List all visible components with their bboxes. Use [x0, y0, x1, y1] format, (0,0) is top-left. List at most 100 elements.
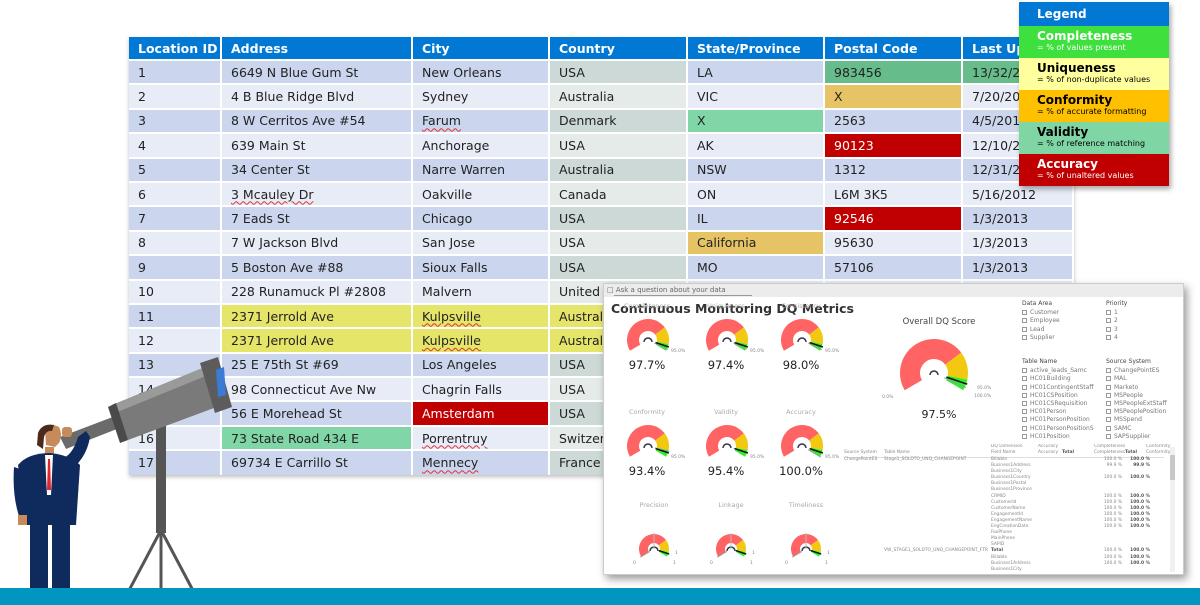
cell-city[interactable]: Chagrin Falls [412, 376, 550, 402]
gauge-completeness[interactable]: Completeness 95.0% 97.7% [612, 302, 685, 392]
cell-city[interactable]: Oakville [412, 180, 550, 207]
column-header-postal-code[interactable]: Postal Code [824, 37, 963, 60]
cell-postal[interactable]: 1312 [824, 156, 963, 182]
cell-city[interactable]: Malvern [412, 278, 550, 304]
cell-postal[interactable]: 90123 [824, 132, 963, 158]
cell-city[interactable]: Sioux Falls [412, 254, 550, 280]
cell-postal[interactable]: 92546 [824, 205, 963, 231]
cell-id[interactable]: 12 [129, 327, 222, 353]
checkbox-icon[interactable] [1022, 310, 1027, 316]
cell-state[interactable]: MO [687, 254, 825, 280]
cell-state[interactable]: IL [687, 205, 825, 231]
cell-postal[interactable]: 2563 [824, 107, 963, 134]
slicer-option[interactable]: MSPeopleExtStaff [1106, 400, 1167, 408]
cell-address[interactable]: 8 W Cerritos Ave #54 [221, 107, 413, 134]
checkbox-icon[interactable] [1106, 318, 1111, 324]
cell-city[interactable]: Chicago [412, 205, 550, 231]
checkbox-icon[interactable] [1022, 425, 1027, 431]
cell-id[interactable]: 9 [129, 254, 222, 280]
checkbox-icon[interactable] [1022, 368, 1027, 374]
cell-country[interactable]: USA [549, 205, 688, 231]
cell-address[interactable]: 69734 E Carrillo St [221, 449, 413, 475]
cell-state[interactable]: NSW [687, 156, 825, 182]
slicer-option[interactable]: HC01Building [1022, 375, 1094, 383]
cell-state[interactable]: AK [687, 132, 825, 158]
column-header-address[interactable]: Address [221, 37, 413, 60]
cell-postal[interactable]: X [824, 83, 963, 109]
cell-city[interactable]: Amsterdam [412, 400, 550, 426]
slicer-option[interactable]: HC01PersonPosition [1022, 416, 1094, 424]
table-row[interactable]: 3 8 W Cerritos Ave #54 Farum Denmark X 2563 4/… [129, 107, 1074, 134]
cell-address[interactable]: 6649 N Blue Gum St [221, 58, 413, 85]
slicer-option[interactable]: Employee [1022, 317, 1060, 325]
checkbox-icon[interactable] [1022, 376, 1027, 382]
cell-city[interactable]: Los Angeles [412, 351, 550, 378]
slicer-option[interactable]: ChangePointES [1106, 367, 1167, 375]
cell-address[interactable]: 25 E 75th St #69 [221, 351, 413, 378]
cell-address[interactable]: 73 State Road 434 E [221, 424, 413, 451]
cell-postal[interactable]: 95630 [824, 229, 963, 256]
column-header-city[interactable]: City [412, 37, 550, 60]
cell-city[interactable]: Porrentruy [412, 424, 550, 451]
slicer-option[interactable]: HC01ContingentStaff [1022, 384, 1094, 392]
cell-updated[interactable]: 1/3/2013 [962, 254, 1074, 280]
checkbox-icon[interactable] [1106, 425, 1111, 431]
cell-id[interactable]: 5 [129, 156, 222, 182]
slicer-option[interactable]: HC01CSPosition [1022, 392, 1094, 400]
cell-id[interactable]: 11 [129, 302, 222, 329]
cell-city[interactable]: Farum [412, 107, 550, 134]
cell-state[interactable]: ON [687, 180, 825, 207]
slicer-option[interactable]: MAL [1106, 375, 1167, 383]
cell-postal[interactable]: 983456 [824, 58, 963, 85]
overall-dq-gauge[interactable]: Overall DQ Score 0.0% 100.0% 95.0% 97.5% [874, 317, 1004, 427]
cell-state[interactable]: X [687, 107, 825, 134]
cell-id[interactable]: 8 [129, 229, 222, 256]
cell-id[interactable]: 7 [129, 205, 222, 231]
cell-city[interactable]: Mennecy [412, 449, 550, 475]
cell-address[interactable]: 56 E Morehead St [221, 400, 413, 426]
cell-country[interactable]: USA [549, 58, 688, 85]
table-row[interactable]: 4 639 Main St Anchorage USA AK 90123 12/10/201… [129, 132, 1074, 158]
cell-city[interactable]: Anchorage [412, 132, 550, 158]
slicer-option[interactable]: Supplier [1022, 334, 1060, 342]
slicer-option[interactable]: SAPSupplier [1106, 433, 1167, 441]
slicer-option[interactable]: HC01Position [1022, 433, 1094, 441]
slicer-option[interactable]: HC01CSRequisition [1022, 400, 1094, 408]
slicer-option[interactable]: HC01Person [1022, 408, 1094, 416]
cell-address[interactable]: 2371 Jerrold Ave [221, 327, 413, 353]
checkbox-icon[interactable] [1106, 334, 1111, 340]
slicer-option[interactable]: MSPeoplePosition [1106, 408, 1167, 416]
checkbox-icon[interactable] [1106, 417, 1111, 423]
cell-address[interactable]: 4 B Blue Ridge Blvd [221, 83, 413, 109]
cell-city[interactable]: New Orleans [412, 58, 550, 85]
cell-updated[interactable]: 1/3/2013 [962, 229, 1074, 256]
cell-id[interactable]: 17 [129, 449, 222, 475]
slicer-option[interactable]: MSPeople [1106, 392, 1167, 400]
cell-id[interactable]: 4 [129, 132, 222, 158]
checkbox-icon[interactable] [1022, 318, 1027, 324]
slicer-option[interactable]: Marketo [1106, 384, 1167, 392]
checkbox-icon[interactable] [1106, 384, 1111, 390]
cell-state[interactable]: LA [687, 58, 825, 85]
checkbox-icon[interactable] [1022, 384, 1027, 390]
table-row[interactable]: 8 7 W Jackson Blvd San Jose USA California 95… [129, 229, 1074, 256]
cell-country[interactable]: Denmark [549, 107, 688, 134]
checkbox-icon[interactable] [1106, 368, 1111, 374]
gauge-timeliness[interactable]: Timeliness 0 1 1 [771, 501, 841, 574]
cell-country[interactable]: USA [549, 254, 688, 280]
slicer-option[interactable]: Lead [1022, 326, 1060, 334]
checkbox-icon[interactable] [1022, 409, 1027, 415]
checkbox-icon[interactable] [1106, 433, 1111, 439]
checkbox-icon[interactable] [1106, 326, 1111, 332]
gauge-uniqueness[interactable]: Uniqueness 95.0% 97.4% [691, 302, 764, 392]
cell-updated[interactable]: 1/3/2013 [962, 205, 1074, 231]
cell-address[interactable]: 7 Eads St [221, 205, 413, 231]
table-row[interactable]: 7 7 Eads St Chicago USA IL 92546 1/3/2013 [129, 205, 1074, 231]
cell-address[interactable]: 7 W Jackson Blvd [221, 229, 413, 256]
cell-address[interactable]: 98 Connecticut Ave Nw [221, 376, 413, 402]
gauge-validity[interactable]: Validity 95.0% 95.4% [691, 408, 764, 498]
cell-country[interactable]: Australia [549, 83, 688, 109]
slicer-option[interactable]: SAMC [1106, 425, 1167, 433]
cell-id[interactable]: 2 [129, 83, 222, 109]
checkbox-icon[interactable] [1106, 310, 1111, 316]
